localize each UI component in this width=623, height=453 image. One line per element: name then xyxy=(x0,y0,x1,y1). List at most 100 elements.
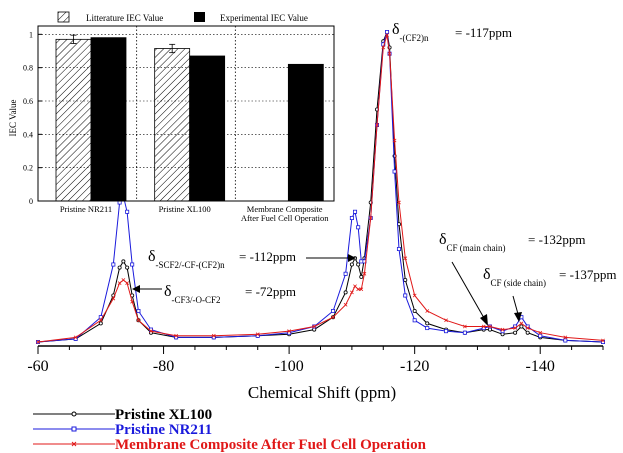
annotation-scf2: δ-SCF2/-CF-(CF2)n = -112ppm xyxy=(148,248,356,270)
data-point xyxy=(519,321,524,326)
bar-experimental xyxy=(90,37,127,202)
data-point xyxy=(356,262,361,267)
annotation-cf3: δ-CF3/-O-CF2 = -72ppm xyxy=(132,283,296,305)
annotation-value: = -72ppm xyxy=(245,284,296,299)
data-point xyxy=(331,308,336,313)
data-point xyxy=(125,209,130,214)
data-point xyxy=(121,259,126,264)
x-tick-label: -100 xyxy=(274,358,303,375)
y-tick-label: 0 xyxy=(29,197,33,206)
y-tick-label: 0.6 xyxy=(23,97,33,106)
bar-experimental xyxy=(189,55,226,202)
data-point xyxy=(563,338,568,343)
data-point xyxy=(425,326,430,331)
legend-marker-circle xyxy=(71,411,77,417)
bar-literature xyxy=(154,48,191,202)
annotation-subscript: CF (main chain) xyxy=(447,243,506,253)
data-point xyxy=(444,318,448,323)
data-point xyxy=(362,271,367,276)
y-tick-label: 0.4 xyxy=(23,130,33,139)
data-point xyxy=(488,324,492,329)
data-point xyxy=(111,262,116,267)
data-point xyxy=(392,138,397,143)
data-point xyxy=(385,29,390,34)
legend-label: Pristine XL100 xyxy=(115,407,212,423)
data-point xyxy=(359,259,364,264)
annotation-delta: δ xyxy=(483,266,491,283)
data-point xyxy=(349,215,354,220)
data-point xyxy=(387,51,392,56)
arrow-head xyxy=(348,254,356,262)
svg-text:δ-SCF2/-CF-(CF2)n: δ-SCF2/-CF-(CF2)n xyxy=(148,248,225,270)
data-point xyxy=(136,318,141,323)
y-tick-label: 1 xyxy=(29,30,33,39)
y-tick-label: 0.2 xyxy=(23,164,33,173)
annotation-subscript: -SCF2/-CF-(CF2)n xyxy=(156,260,226,270)
x-tick-label: -140 xyxy=(526,358,555,375)
data-point xyxy=(174,333,178,338)
data-point xyxy=(149,329,153,334)
annotation-value: = -132ppm xyxy=(528,232,586,247)
arrow-head xyxy=(480,314,488,326)
svg-text:δ-CF3/-O-CF2: δ-CF3/-O-CF2 xyxy=(164,283,221,305)
data-point xyxy=(331,315,335,320)
data-point xyxy=(385,33,389,37)
data-point xyxy=(563,335,568,340)
nmr-spectrum-chart: -60 -80 -100 -120 -140 Chemical Shift (ppm) … xyxy=(27,21,616,402)
data-point xyxy=(525,326,530,330)
x-tick-label: -80 xyxy=(153,358,174,375)
annotation-delta: δ xyxy=(439,231,447,248)
data-point xyxy=(375,123,379,127)
data-point xyxy=(125,265,130,270)
data-point xyxy=(396,246,401,251)
inset-y-axis-label: IEC Value xyxy=(8,99,18,136)
annotation-cf-side: δCF (side chain) = -137ppm xyxy=(483,266,617,322)
spectrum-series-group xyxy=(36,29,606,344)
annotation-subscript: -CF3/-O-CF2 xyxy=(172,295,221,305)
data-point xyxy=(353,209,358,214)
data-point xyxy=(36,340,40,344)
svg-text:δCF (main chain): δCF (main chain) xyxy=(439,231,506,253)
annotation-delta: δ xyxy=(392,21,400,38)
data-point xyxy=(343,302,348,307)
data-point xyxy=(349,262,354,267)
category-label: Membrane Composite xyxy=(247,204,323,214)
data-point xyxy=(356,225,361,230)
inset-legend: Litterature IEC Value Experimental IEC V… xyxy=(57,11,308,23)
legend-item-nr211: Pristine NR211 xyxy=(33,422,212,438)
bar-experimental xyxy=(287,63,324,202)
data-point xyxy=(444,329,449,334)
annotation-value: = -112ppm xyxy=(239,249,296,264)
data-point xyxy=(412,318,417,323)
data-point xyxy=(117,281,122,285)
data-point xyxy=(350,290,354,295)
data-point xyxy=(359,287,364,292)
data-point xyxy=(538,333,543,338)
data-point xyxy=(519,324,524,329)
arrow-head xyxy=(132,285,140,293)
y-tick-label: 0.8 xyxy=(23,64,33,73)
data-point xyxy=(425,321,430,326)
iec-inset-chart: Litterature IEC Value Experimental IEC V… xyxy=(8,5,335,223)
legend-label: Membrane Composite After Fuel Cell Opera… xyxy=(115,437,427,453)
legend-item-xl100: Pristine XL100 xyxy=(33,407,212,423)
data-point xyxy=(136,308,141,313)
annotation-arrow xyxy=(451,261,485,319)
annotation-value: = -137ppm xyxy=(559,267,617,282)
data-point xyxy=(513,326,517,330)
data-point xyxy=(381,45,386,50)
annotation-subscript: CF (side chain) xyxy=(491,278,547,288)
legend-item-composite: Membrane Composite After Fuel Cell Opera… xyxy=(33,437,427,453)
legend-swatch-solid xyxy=(194,12,205,22)
category-label: Pristine XL100 xyxy=(159,204,211,214)
data-point xyxy=(481,324,486,329)
data-point xyxy=(462,330,467,335)
data-point xyxy=(412,293,417,298)
series-membrane-composite-after-fuel-cell-operation xyxy=(36,33,605,344)
x-tick-label: -60 xyxy=(27,358,48,375)
data-point xyxy=(312,324,317,329)
annotation-delta: δ xyxy=(164,283,172,300)
data-point xyxy=(98,321,103,326)
data-point xyxy=(121,278,126,282)
